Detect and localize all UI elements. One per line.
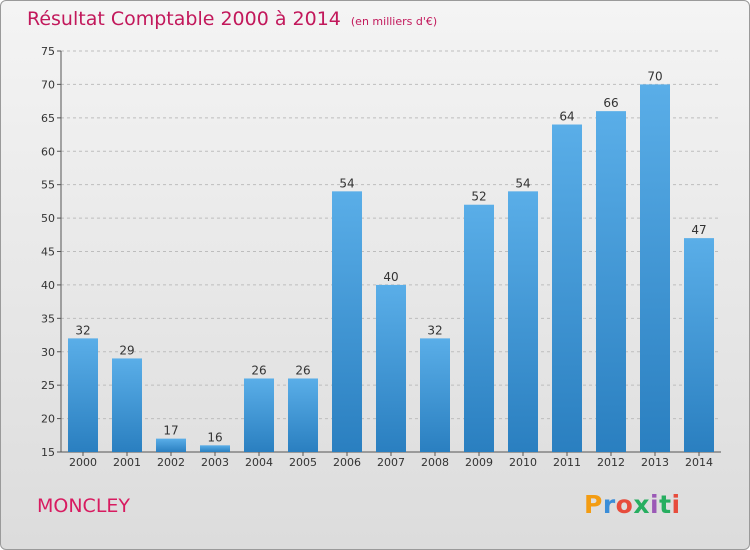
bar [156, 438, 186, 452]
proxiti-logo: Proxiti [584, 490, 681, 519]
y-tick-label: 45 [41, 246, 55, 259]
bar [68, 338, 98, 452]
x-tick-label: 2014 [685, 456, 713, 469]
value-label: 26 [295, 363, 310, 377]
x-tick-label: 2003 [201, 456, 229, 469]
bar [376, 284, 406, 452]
axis-layer: 15 20 25 30 35 40 45 50 55 60 65 70 75 2000 2001 2002 20… [41, 45, 721, 469]
y-tick-label: 35 [41, 312, 55, 325]
bar [684, 238, 714, 452]
label-layer: 32 29 17 16 26 26 54 40 32 52 54 64 66 70 47 [75, 69, 706, 444]
x-tick-label: 2007 [377, 456, 405, 469]
x-tick-label: 2004 [245, 456, 273, 469]
y-tick-label: 20 [41, 413, 55, 426]
y-tick-label: 75 [41, 45, 55, 58]
value-label: 26 [251, 363, 266, 377]
value-label: 16 [207, 430, 222, 444]
value-label: 32 [427, 323, 442, 337]
bar [332, 191, 362, 452]
y-tick-label: 60 [41, 145, 55, 158]
y-tick-label: 30 [41, 346, 55, 359]
x-tick-label: 2006 [333, 456, 361, 469]
bar [552, 124, 582, 453]
x-tick-label: 2011 [553, 456, 581, 469]
chart-title: Résultat Comptable 2000 à 2014 (en millie… [27, 8, 437, 30]
chart-title-text: Résultat Comptable 2000 à 2014 [27, 8, 341, 30]
bar [112, 358, 142, 452]
x-tick-label: 2012 [597, 456, 625, 469]
town-name: MONCLEY [37, 495, 131, 517]
value-label: 47 [691, 223, 706, 237]
chart-unit-note: (en milliers d'€) [350, 15, 438, 28]
value-label: 54 [339, 176, 354, 190]
value-label: 52 [471, 190, 486, 204]
bar [508, 191, 538, 452]
bar [464, 204, 494, 452]
y-tick-label: 40 [41, 279, 55, 292]
bar [200, 445, 230, 452]
bar [244, 378, 274, 452]
x-tick-label: 2005 [289, 456, 317, 469]
bar [288, 378, 318, 452]
value-label: 54 [515, 176, 530, 190]
x-tick-label: 2010 [509, 456, 537, 469]
y-tick-label: 15 [41, 446, 55, 459]
y-tick-label: 70 [41, 78, 55, 91]
bar-layer [68, 84, 714, 453]
x-tick-label: 2000 [69, 456, 97, 469]
value-label: 40 [383, 270, 398, 284]
y-tick-label: 25 [41, 379, 55, 392]
x-tick-label: 2013 [641, 456, 669, 469]
bar [596, 111, 626, 453]
y-tick-label: 65 [41, 112, 55, 125]
x-tick-label: 2002 [157, 456, 185, 469]
x-tick-label: 2008 [421, 456, 449, 469]
value-label: 70 [647, 69, 662, 83]
y-tick-label: 55 [41, 179, 55, 192]
value-label: 32 [75, 323, 90, 337]
bar [640, 84, 670, 453]
x-tick-label: 2009 [465, 456, 493, 469]
bar [420, 338, 450, 452]
x-tick-label: 2001 [113, 456, 141, 469]
value-label: 64 [559, 110, 574, 124]
y-tick-label: 50 [41, 212, 55, 225]
value-label: 29 [119, 343, 134, 357]
value-label: 66 [603, 96, 618, 110]
value-label: 17 [163, 424, 178, 438]
